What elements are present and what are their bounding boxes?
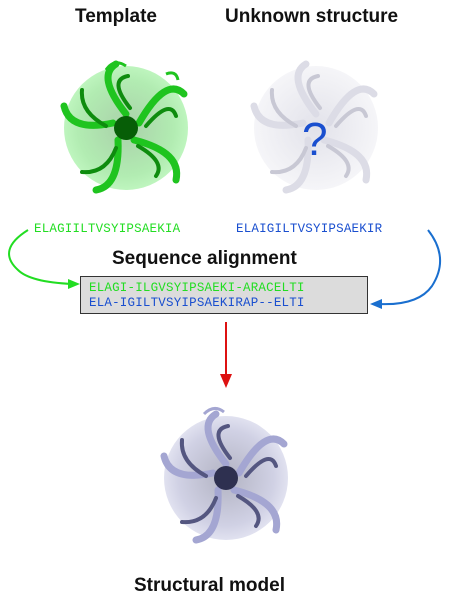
template-title: Template <box>75 6 158 27</box>
structural-model-title: Structural model <box>134 575 285 596</box>
template-sequence: ELAGIILTVSYIPSAEKIA <box>34 222 181 236</box>
model-protein-icon <box>160 407 288 544</box>
unknown-to-alignment-arrow <box>370 229 442 309</box>
unknown-question-mark: ? <box>302 113 328 165</box>
sequence-alignment-title: Sequence alignment <box>112 248 297 269</box>
template-protein-icon <box>60 60 188 194</box>
unknown-sequence: ELAIGILTVSYIPSAEKIR <box>236 222 383 236</box>
unknown-protein-icon <box>250 60 378 194</box>
alignment-template-line: ELAGI-ILGVSYIPSAEKI-ARACELTI <box>89 281 305 295</box>
alignment-unknown-line: ELA-IGILTVSYIPSAEKIRAP--ELTI <box>89 296 305 310</box>
alignment-box: ELAGI-ILGVSYIPSAEKI-ARACELTI ELA-IGILTVS… <box>80 276 368 314</box>
alignment-to-model-arrow <box>220 322 232 388</box>
template-to-alignment-arrow <box>8 229 80 289</box>
unknown-structure-title: Unknown structure <box>225 6 399 27</box>
